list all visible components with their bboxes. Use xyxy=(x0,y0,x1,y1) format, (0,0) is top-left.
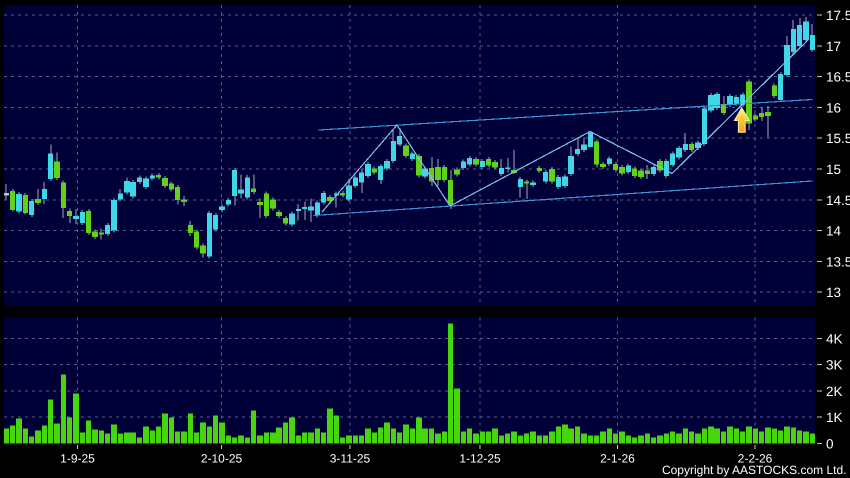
svg-text:0: 0 xyxy=(826,437,834,452)
svg-text:2-10-25: 2-10-25 xyxy=(201,452,243,466)
svg-text:2-1-26: 2-1-26 xyxy=(600,452,635,466)
svg-text:3-11-25: 3-11-25 xyxy=(330,452,371,466)
svg-text:3K: 3K xyxy=(826,358,843,373)
svg-text:13.5: 13.5 xyxy=(826,254,850,269)
svg-text:17.5: 17.5 xyxy=(826,8,850,23)
svg-text:16.5: 16.5 xyxy=(826,70,850,85)
svg-text:2K: 2K xyxy=(826,384,843,399)
svg-text:1K: 1K xyxy=(826,410,843,425)
svg-text:4K: 4K xyxy=(826,331,843,346)
svg-text:Copyright by AASTOCKS.com Ltd.: Copyright by AASTOCKS.com Ltd. xyxy=(662,463,847,477)
svg-text:1-12-25: 1-12-25 xyxy=(459,452,501,466)
svg-text:1-9-25: 1-9-25 xyxy=(60,452,95,466)
svg-text:15.5: 15.5 xyxy=(826,131,850,146)
svg-text:2-2-26: 2-2-26 xyxy=(738,452,773,466)
svg-text:14.5: 14.5 xyxy=(826,193,850,208)
svg-text:13: 13 xyxy=(826,285,841,300)
svg-text:14: 14 xyxy=(826,224,842,239)
svg-text:15: 15 xyxy=(826,162,841,177)
svg-text:17: 17 xyxy=(826,39,841,54)
svg-text:16: 16 xyxy=(826,100,841,115)
